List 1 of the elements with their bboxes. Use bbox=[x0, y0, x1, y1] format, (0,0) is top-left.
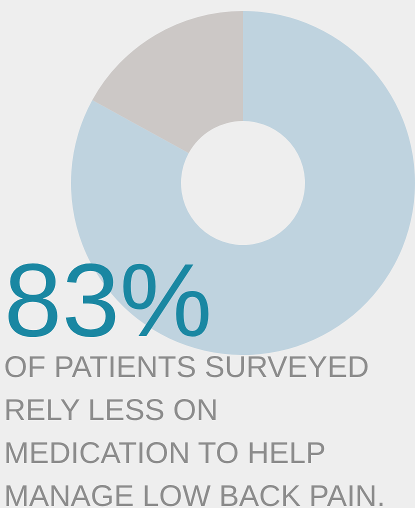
donut-slice bbox=[92, 11, 243, 154]
